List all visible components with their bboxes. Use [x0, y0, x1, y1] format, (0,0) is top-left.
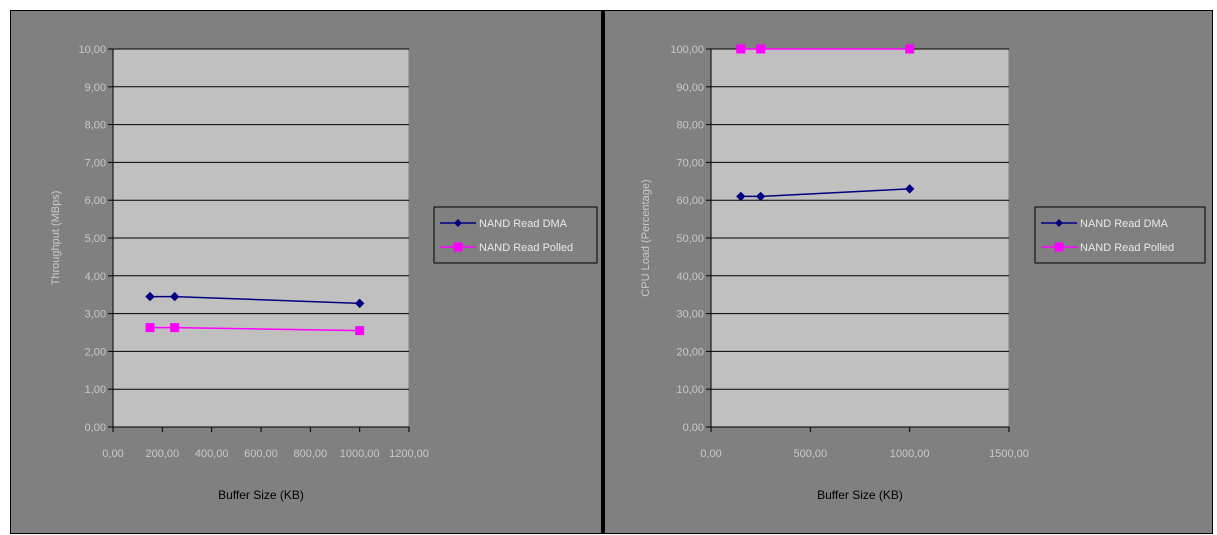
- cpu-load-chart: 0,00 10,00 20,00 30,00 40,00 50,00 60,00 70,00 8…: [640, 44, 1206, 502]
- y-tick-label: 4,00: [85, 271, 106, 283]
- legend-box: [1034, 206, 1206, 264]
- legend-marker: [454, 219, 462, 227]
- throughput-chart: 0,00 1,00 2,00 3,00 4,00 5,00 6,00 7,00 8,00 9,00…: [50, 44, 598, 502]
- y-tick-label: 100,00: [670, 44, 704, 56]
- y-tick-label: 1,00: [85, 384, 106, 396]
- data-point: [904, 184, 915, 194]
- y-tick-label: 50,00: [676, 233, 704, 245]
- y-tick-label: 6,00: [85, 195, 106, 207]
- x-tick-label: 0,00: [102, 448, 123, 460]
- y-tick-label: 80,00: [676, 120, 704, 132]
- y-tick-label: 0,00: [85, 422, 106, 434]
- legend-label: NAND Read Polled: [479, 242, 573, 254]
- x-axis-title: Buffer Size (KB): [817, 488, 903, 502]
- legend-label: NAND Read DMA: [479, 218, 568, 230]
- x-tick-label: 0,00: [700, 448, 721, 460]
- data-point: [145, 323, 155, 333]
- data-point: [736, 191, 746, 202]
- data-point: [355, 326, 365, 336]
- x-tick-label: 200,00: [146, 448, 180, 460]
- x-tick-label: 400,00: [195, 448, 229, 460]
- y-tick-label: 60,00: [676, 195, 704, 207]
- x-tick-label: 1000,00: [340, 448, 380, 460]
- data-point: [905, 44, 915, 54]
- data-point: [354, 298, 365, 309]
- x-tick-label: 600,00: [244, 448, 278, 460]
- y-tick-label: 5,00: [85, 233, 106, 245]
- y-axis-title: Throughput (MBps): [50, 191, 62, 286]
- y-tick-label: 70,00: [676, 157, 704, 169]
- legend-label: NAND Read Polled: [1080, 242, 1174, 254]
- x-tick-label: 800,00: [294, 448, 328, 460]
- y-axis-title: CPU Load (Percentage): [640, 179, 652, 296]
- y-tick-label: 7,00: [85, 157, 106, 169]
- y-tick-label: 8,00: [85, 120, 106, 132]
- data-point: [169, 291, 180, 302]
- data-point: [755, 191, 766, 202]
- y-tick-label: 2,00: [85, 346, 106, 358]
- chart-panel-cpu-load: 0,00 10,00 20,00 30,00 40,00 50,00 60,00 70,00 8…: [603, 10, 1213, 534]
- chart-panel-throughput: 0,00 1,00 2,00 3,00 4,00 5,00 6,00 7,00 8,00 9,00…: [10, 10, 602, 534]
- data-point: [736, 44, 746, 54]
- y-tick-label: 9,00: [85, 82, 106, 94]
- legend-marker: [1054, 242, 1064, 252]
- x-tick-label: 1200,00: [389, 448, 429, 460]
- panel-divider: [601, 10, 603, 534]
- y-tick-label: 30,00: [676, 309, 704, 321]
- data-point: [170, 323, 180, 333]
- y-tick-label: 20,00: [676, 346, 704, 358]
- y-tick-label: 90,00: [676, 82, 704, 94]
- x-tick-label: 1000,00: [890, 448, 930, 460]
- y-tick-label: 0,00: [683, 422, 704, 434]
- y-tick-label: 40,00: [676, 271, 704, 283]
- x-tick-label: 1500,00: [989, 448, 1029, 460]
- y-tick-label: 10,00: [676, 384, 704, 396]
- legend-marker: [1055, 219, 1063, 227]
- x-tick-label: 500,00: [794, 448, 828, 460]
- data-point: [145, 291, 155, 302]
- x-axis-title: Buffer Size (KB): [218, 488, 304, 502]
- y-tick-label: 3,00: [85, 309, 106, 321]
- y-tick-label: 10,00: [78, 44, 106, 56]
- data-point: [756, 44, 766, 54]
- legend-marker: [453, 242, 463, 252]
- legend-label: NAND Read DMA: [1080, 218, 1169, 230]
- legend-box: [433, 206, 598, 264]
